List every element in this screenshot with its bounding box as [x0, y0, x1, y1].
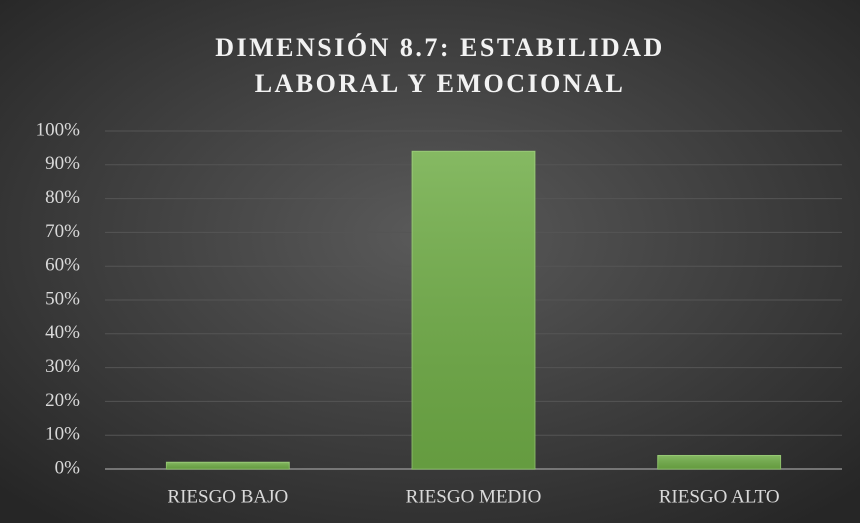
y-tick-label: 70%: [45, 221, 80, 242]
y-tick-label: 0%: [55, 457, 81, 478]
chart-title: DIMENSIÓN 8.7: ESTABILIDAD: [215, 33, 665, 62]
bar-shade: [166, 462, 290, 469]
y-tick-label: 100%: [36, 119, 81, 140]
bar-shade: [412, 151, 535, 469]
y-tick-label: 80%: [45, 187, 80, 208]
x-tick-label: RIESGO MEDIO: [406, 486, 542, 507]
y-tick-label: 40%: [45, 322, 80, 343]
y-tick-label: 50%: [45, 288, 80, 309]
y-tick-label: 90%: [45, 153, 80, 174]
x-tick-label: RIESGO ALTO: [659, 486, 780, 507]
y-tick-label: 30%: [45, 356, 80, 377]
y-tick-label: 20%: [45, 390, 80, 411]
chart-title: LABORAL Y EMOCIONAL: [255, 69, 626, 98]
bar-shade: [657, 455, 781, 469]
x-tick-label: RIESGO BAJO: [167, 486, 288, 507]
y-tick-label: 60%: [45, 255, 80, 276]
y-tick-label: 10%: [45, 424, 80, 445]
